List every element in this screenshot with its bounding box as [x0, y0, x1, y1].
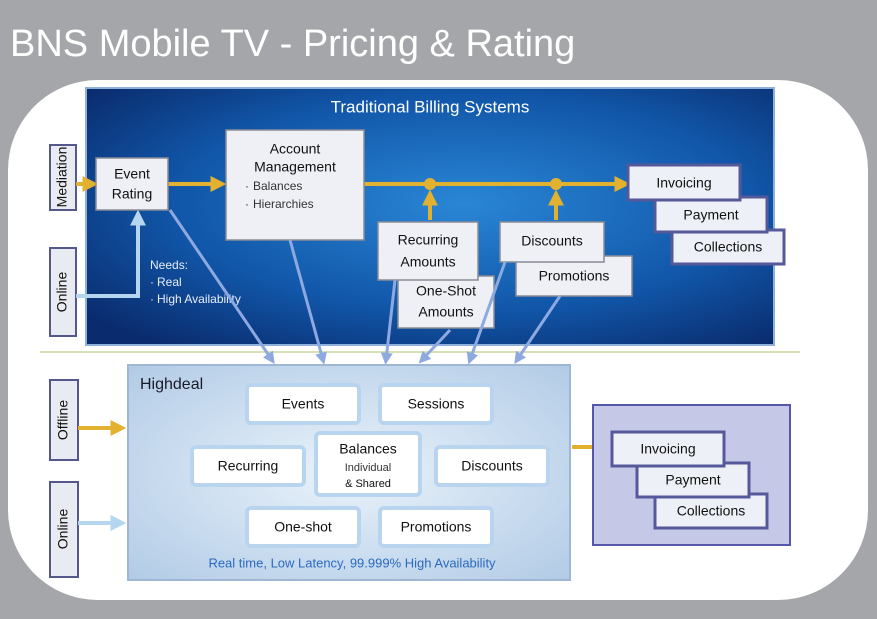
arrow [76, 209, 146, 298]
highdeal-title: Highdeal [140, 376, 203, 393]
box [377, 221, 479, 281]
needs-item: Real [157, 275, 182, 289]
needs: Needs: [150, 258, 188, 272]
footer: Real time, Low Latency, 99.999% High Ava… [208, 555, 496, 570]
label: Payment [683, 207, 738, 223]
side-label-box [49, 247, 77, 337]
bullet: · [150, 275, 154, 289]
box [245, 506, 361, 548]
side-label: Online [54, 272, 70, 313]
label: One-shot [274, 519, 332, 535]
label: Promotions [401, 519, 472, 535]
side-label-box [49, 379, 79, 461]
label: Invoicing [640, 441, 695, 457]
box [653, 492, 769, 530]
box [397, 275, 495, 329]
junction [550, 178, 562, 190]
box [378, 383, 494, 425]
label: Balances [339, 441, 397, 457]
box [314, 431, 422, 497]
bullet: · [150, 292, 154, 306]
label: Rating [112, 186, 152, 202]
label: Discounts [461, 458, 522, 474]
label: Amounts [418, 304, 473, 320]
label: Management [254, 159, 336, 175]
label: One-Shot [416, 283, 476, 299]
label: Invoicing [656, 175, 711, 191]
side-label-box [49, 481, 79, 578]
side-label: Mediation [54, 147, 70, 208]
label: Collections [694, 239, 762, 255]
box [245, 383, 361, 425]
label: Events [282, 396, 325, 412]
box [95, 157, 169, 211]
item: Balances [253, 179, 302, 193]
box [434, 445, 550, 487]
box [610, 430, 726, 468]
sublabel: Individual [345, 462, 391, 474]
needs-item: High Availability [157, 292, 241, 306]
arrow [288, 239, 327, 365]
title: BNS Mobile TV - Pricing & Rating [10, 23, 575, 65]
box [499, 221, 605, 263]
box [626, 163, 742, 202]
side-label: Online [55, 509, 71, 550]
label: Payment [665, 472, 720, 488]
side-label: Offline [55, 400, 71, 440]
label: Account [270, 141, 321, 157]
side-label-box [49, 144, 77, 211]
billing-title: Traditional Billing Systems [331, 97, 530, 116]
label: Collections [677, 503, 745, 519]
arrow [466, 261, 507, 365]
item: Hierarchies [253, 197, 314, 211]
label: Discounts [521, 233, 582, 249]
bullet: · [245, 197, 249, 211]
box [670, 228, 786, 266]
label: Sessions [408, 396, 465, 412]
label: Event [114, 166, 150, 182]
box [225, 129, 365, 241]
label: Promotions [539, 268, 610, 284]
label: Recurring [218, 458, 279, 474]
box [378, 506, 494, 548]
arrow [168, 209, 275, 364]
box [190, 445, 306, 487]
label: Amounts [400, 254, 455, 270]
junction [424, 178, 436, 190]
arrow [418, 328, 452, 364]
sublabel: & Shared [345, 478, 391, 490]
arrow [514, 295, 562, 364]
label: Recurring [398, 232, 459, 248]
arrow [380, 279, 397, 365]
bullet: · [245, 179, 249, 193]
